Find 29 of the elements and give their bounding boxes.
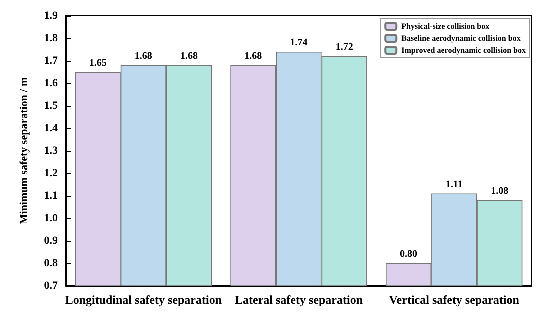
y-tick-label: 1.3 (44, 145, 58, 157)
x-tick-label: Longitudinal safety separation (65, 293, 222, 307)
y-tick-label: 1.1 (44, 190, 58, 202)
legend-label: Baseline aerodynamic collision box (402, 34, 521, 43)
legend-label: Improved aerodynamic collision box (402, 46, 526, 55)
data-label: 1.68 (134, 51, 152, 62)
y-tick-label: 1.2 (44, 168, 58, 180)
legend-label: Physical-size collision box (402, 22, 490, 31)
y-tick-label: 1.5 (44, 100, 58, 112)
y-tick-label: 1.7 (44, 55, 58, 67)
data-label: 1.68 (244, 51, 262, 62)
y-tick-label: 0.9 (44, 235, 58, 247)
y-tick-label: 1.6 (44, 78, 58, 90)
y-tick-label: 1.0 (44, 212, 58, 224)
y-tick-label: 0.8 (44, 258, 58, 270)
data-label: 1.72 (336, 42, 354, 53)
data-label: 1.11 (446, 179, 463, 190)
y-tick-label: 1.4 (44, 122, 58, 134)
data-label: 1.65 (89, 58, 107, 69)
y-axis-title: Minimum safety separation / m (18, 77, 30, 225)
y-tick-label: 0.7 (44, 280, 58, 292)
data-label: 1.08 (491, 186, 509, 197)
x-tick-label: Lateral safety separation (235, 293, 364, 307)
data-label: 0.80 (400, 249, 418, 260)
data-label: 1.74 (290, 38, 308, 48)
y-tick-label: 1.8 (44, 32, 58, 44)
y-tick-label: 1.9 (44, 10, 58, 22)
data-label: 1.68 (180, 51, 198, 62)
x-tick-label: Vertical safety separation (389, 293, 520, 307)
